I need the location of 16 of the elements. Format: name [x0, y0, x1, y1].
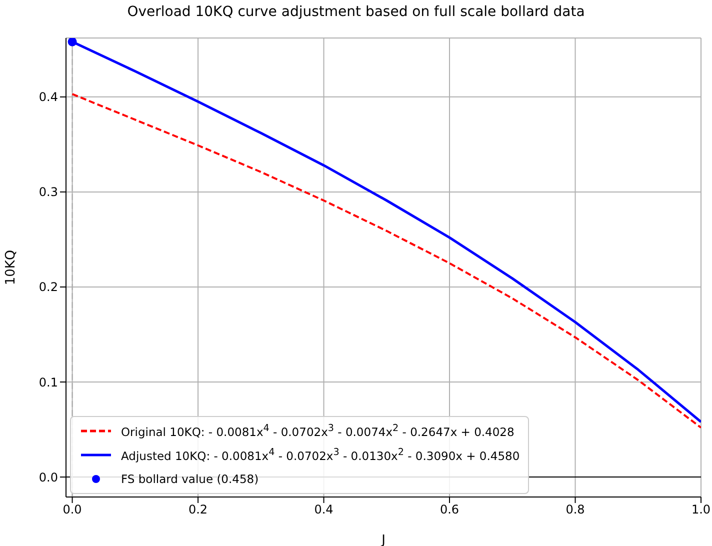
x-tick-label: 0.4	[314, 502, 334, 517]
x-tick-label: 0.8	[566, 502, 585, 517]
y-tick-label: 0.4	[38, 90, 58, 104]
y-axis-title: 10KQ	[4, 250, 19, 286]
y-tick-label: 0.2	[38, 280, 58, 294]
y-tick-label: 0.3	[38, 185, 58, 200]
x-tick-label: 0.2	[188, 502, 208, 517]
legend-label: FS bollard value (0.458)	[121, 472, 259, 486]
y-tick-label: 0.1	[38, 375, 58, 390]
legend-label: Adjusted 10KQ: - 0.0081x$^{4}$ - 0.0702x$^{3}$ - 0.0130x$^{2}$ - 0.3090x + 0.4580	[121, 447, 520, 463]
x-tick-label: 0.6	[440, 502, 460, 517]
legend-label: Original 10KQ: - 0.0081x$^{4}$ - 0.0702x$^{3}$ - 0.0074x$^{2}$ - 0.2647x + 0.4028	[121, 423, 514, 439]
y-tick-label: 0.0	[38, 470, 58, 484]
x-tick-label: 0.0	[62, 502, 82, 517]
chart-title: Overload 10KQ curve adjustment based on full scale bollard data	[126, 4, 586, 20]
x-tick-label: 1.0	[691, 502, 711, 517]
